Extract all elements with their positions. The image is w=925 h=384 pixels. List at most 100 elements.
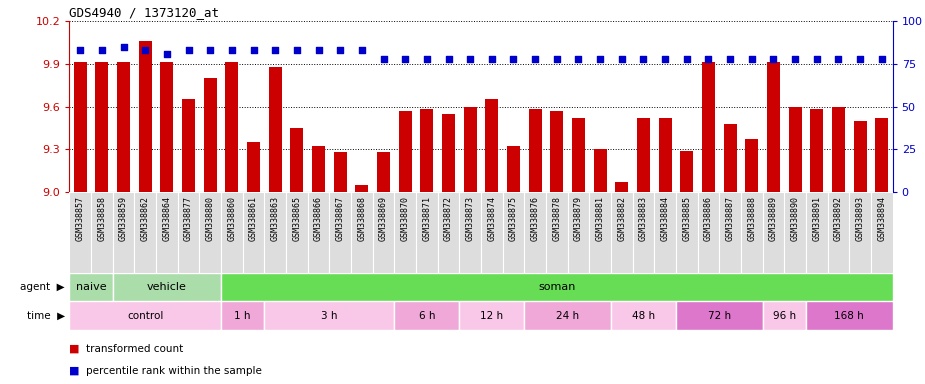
Bar [200, 192, 221, 273]
Point [203, 47, 217, 53]
Text: GSM338864: GSM338864 [163, 196, 171, 241]
Text: GSM338871: GSM338871 [423, 196, 431, 241]
Point [549, 56, 564, 62]
Text: GSM338863: GSM338863 [271, 196, 279, 241]
Bar [741, 192, 762, 273]
Bar [286, 192, 308, 273]
Text: GSM338886: GSM338886 [704, 196, 713, 241]
Text: GSM338893: GSM338893 [856, 196, 865, 241]
Point [679, 56, 694, 62]
Bar [221, 273, 893, 301]
Bar [265, 301, 394, 330]
Text: GSM338858: GSM338858 [97, 196, 106, 241]
Bar [156, 192, 178, 273]
Bar [226, 63, 239, 192]
Text: 6 h: 6 h [419, 311, 435, 321]
Text: GSM338884: GSM338884 [660, 196, 670, 241]
Bar [720, 192, 741, 273]
Text: GSM338857: GSM338857 [76, 196, 85, 241]
Bar [746, 139, 758, 192]
Bar [308, 192, 329, 273]
Bar [633, 192, 654, 273]
Text: GSM338878: GSM338878 [552, 196, 561, 241]
Bar [265, 192, 286, 273]
Bar [762, 301, 806, 330]
Bar [268, 67, 282, 192]
Point [138, 47, 153, 53]
Text: GSM338870: GSM338870 [401, 196, 410, 241]
Text: 72 h: 72 h [708, 311, 731, 321]
Bar [204, 78, 216, 192]
Bar [702, 63, 715, 192]
Point [485, 56, 500, 62]
Bar [849, 192, 871, 273]
Point [268, 47, 283, 53]
Bar [416, 192, 438, 273]
Point [528, 56, 543, 62]
Point [117, 44, 131, 50]
Text: GSM338873: GSM338873 [465, 196, 475, 241]
Text: GSM338885: GSM338885 [683, 196, 691, 241]
Bar [550, 111, 563, 192]
Point [571, 56, 586, 62]
Point [181, 47, 196, 53]
Text: GSM338880: GSM338880 [205, 196, 215, 241]
Bar [611, 301, 676, 330]
Bar [113, 273, 221, 301]
Text: 1 h: 1 h [234, 311, 251, 321]
Text: ■: ■ [69, 366, 80, 376]
Bar [828, 192, 849, 273]
Text: 48 h: 48 h [632, 311, 655, 321]
Bar [767, 63, 780, 192]
Bar [290, 128, 303, 192]
Bar [394, 301, 460, 330]
Bar [113, 192, 134, 273]
Text: GSM338866: GSM338866 [314, 196, 323, 241]
Bar [399, 111, 412, 192]
Bar [572, 118, 585, 192]
Bar [806, 301, 893, 330]
Point [398, 56, 413, 62]
Point [506, 56, 521, 62]
Text: GSM338860: GSM338860 [228, 196, 237, 241]
Bar [351, 192, 373, 273]
Point [722, 56, 737, 62]
Bar [463, 107, 476, 192]
Bar [676, 192, 697, 273]
Bar [460, 301, 524, 330]
Bar [568, 192, 589, 273]
Point [831, 56, 845, 62]
Bar [524, 301, 611, 330]
Point [333, 47, 348, 53]
Point [745, 56, 759, 62]
Bar [875, 118, 888, 192]
Point [311, 47, 326, 53]
Point [225, 47, 240, 53]
Text: GSM338887: GSM338887 [725, 196, 734, 241]
Bar [784, 192, 806, 273]
Bar [529, 109, 542, 192]
Point [419, 56, 434, 62]
Bar [460, 192, 481, 273]
Bar [854, 121, 867, 192]
Bar [806, 192, 828, 273]
Bar [615, 182, 628, 192]
Bar [507, 146, 520, 192]
Text: ■: ■ [69, 344, 80, 354]
Bar [329, 192, 351, 273]
Bar [594, 149, 607, 192]
Text: GSM338865: GSM338865 [292, 196, 302, 241]
Bar [524, 192, 546, 273]
Bar [611, 192, 633, 273]
Text: GSM338883: GSM338883 [639, 196, 648, 241]
Text: GSM338888: GSM338888 [747, 196, 757, 241]
Text: 24 h: 24 h [556, 311, 579, 321]
Text: 96 h: 96 h [772, 311, 796, 321]
Text: GSM338874: GSM338874 [487, 196, 497, 241]
Bar [676, 301, 762, 330]
Bar [546, 192, 568, 273]
Text: vehicle: vehicle [147, 282, 187, 292]
Point [290, 47, 304, 53]
Bar [420, 109, 433, 192]
Bar [160, 63, 173, 192]
